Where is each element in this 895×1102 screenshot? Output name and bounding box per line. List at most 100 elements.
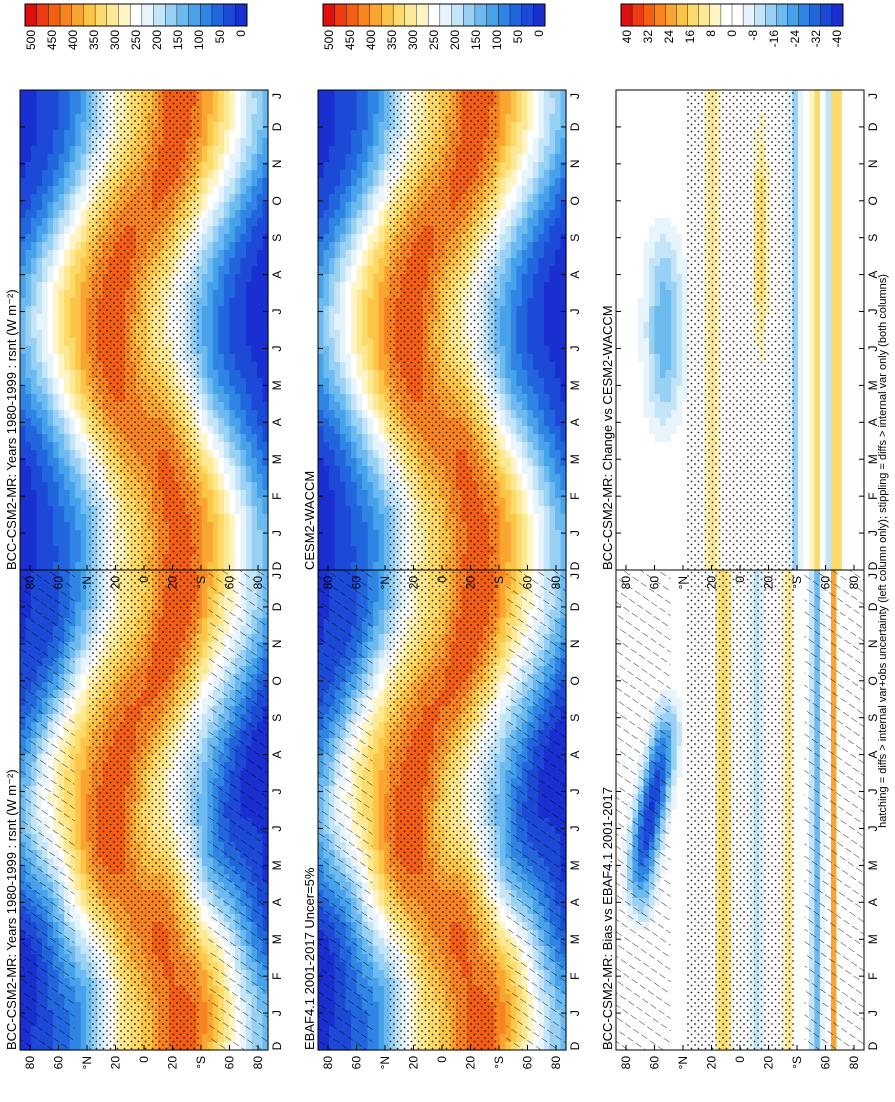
- heatmap-cell: [80, 170, 87, 179]
- heatmap-cell: [69, 322, 76, 331]
- heatmap-cell: [80, 858, 87, 867]
- heatmap-cell: [80, 1010, 87, 1019]
- heatmap-cell: [201, 170, 208, 179]
- heatmap-cell: [201, 666, 208, 675]
- heatmap-cell: [53, 514, 60, 523]
- heatmap-cell: [53, 314, 60, 323]
- heatmap-cell: [86, 578, 93, 587]
- heatmap-cell: [64, 506, 71, 515]
- heatmap-cell: [75, 530, 82, 539]
- heatmap-cell: [207, 546, 214, 555]
- heatmap-cell: [53, 218, 60, 227]
- heatmap-cell: [53, 210, 60, 219]
- heatmap-cell: [218, 122, 225, 131]
- heatmap-cell: [212, 378, 219, 387]
- heatmap-cell: [20, 186, 27, 195]
- heatmap-cell: [201, 906, 208, 915]
- heatmap-cell: [75, 234, 82, 243]
- heatmap-cell: [58, 178, 65, 187]
- heatmap-cell: [207, 130, 214, 139]
- heatmap-cell: [201, 962, 208, 971]
- heatmap-cell: [53, 330, 60, 339]
- heatmap-cell: [212, 218, 219, 227]
- heatmap-cell: [201, 634, 208, 643]
- heatmap-cell: [64, 98, 71, 107]
- heatmap-cell: [201, 322, 208, 331]
- heatmap-cell: [42, 322, 49, 331]
- heatmap-cell: [201, 1002, 208, 1011]
- heatmap-cell: [212, 250, 219, 259]
- heatmap-cell: [86, 986, 93, 995]
- heatmap-cell: [47, 530, 54, 539]
- heatmap-cell: [207, 482, 214, 491]
- heatmap-cell: [207, 394, 214, 403]
- heatmap-cell: [201, 250, 208, 259]
- heatmap-cell: [58, 234, 65, 243]
- heatmap-cell: [201, 698, 208, 707]
- heatmap-cell: [201, 530, 208, 539]
- heatmap-cell: [25, 410, 32, 419]
- heatmap-cell: [75, 490, 82, 499]
- heatmap-cell: [31, 402, 38, 411]
- heatmap-cell: [58, 258, 65, 267]
- heatmap-cell: [64, 362, 71, 371]
- heatmap-cell: [31, 386, 38, 395]
- heatmap-cell: [75, 794, 82, 803]
- heatmap-cell: [75, 1034, 82, 1043]
- heatmap-cell: [31, 554, 38, 563]
- heatmap-cell: [25, 306, 32, 315]
- heatmap-cell: [218, 378, 225, 387]
- heatmap-cell: [212, 370, 219, 379]
- heatmap-cell: [36, 474, 43, 483]
- heatmap-cell: [53, 162, 60, 171]
- heatmap-cell: [218, 226, 225, 235]
- heatmap-cell: [75, 394, 82, 403]
- heatmap-cell: [31, 234, 38, 243]
- heatmap-cell: [75, 106, 82, 115]
- heatmap-cell: [36, 250, 43, 259]
- heatmap-cell: [80, 650, 87, 659]
- heatmap-cell: [25, 314, 32, 323]
- heatmap-cell: [80, 746, 87, 755]
- heatmap-cell: [212, 546, 219, 555]
- heatmap-cell: [86, 642, 93, 651]
- heatmap-cell: [25, 554, 32, 563]
- heatmap-cell: [80, 842, 87, 851]
- heatmap-cell: [80, 770, 87, 779]
- lat-tick-label: 80: [251, 1056, 265, 1070]
- heatmap-cell: [75, 818, 82, 827]
- heatmap-cell: [80, 930, 87, 939]
- heatmap-cell: [42, 98, 49, 107]
- heatmap-cell: [218, 210, 225, 219]
- heatmap-cell: [47, 562, 54, 571]
- heatmap-cell: [201, 770, 208, 779]
- heatmap-cell: [201, 650, 208, 659]
- heatmap-cell: [201, 1026, 208, 1035]
- heatmap-cell: [58, 458, 65, 467]
- heatmap-cell: [75, 738, 82, 747]
- heatmap-cell: [201, 226, 208, 235]
- heatmap-cell: [25, 258, 32, 267]
- heatmap-cell: [31, 538, 38, 547]
- heatmap-cell: [207, 346, 214, 355]
- heatmap-cell: [25, 402, 32, 411]
- heatmap-cell: [75, 418, 82, 427]
- heatmap-cell: [42, 378, 49, 387]
- heatmap-cell: [69, 130, 76, 139]
- heatmap-cell: [47, 442, 54, 451]
- heatmap-cell: [47, 250, 54, 259]
- heatmap-cell: [64, 178, 71, 187]
- heatmap-cell: [53, 418, 60, 427]
- heatmap-cell: [58, 282, 65, 291]
- heatmap-cell: [64, 258, 71, 267]
- heatmap-cell: [201, 162, 208, 171]
- heatmap-cell: [75, 434, 82, 443]
- heatmap-cell: [36, 546, 43, 555]
- heatmap-cell: [86, 874, 93, 883]
- heatmap-cell: [201, 882, 208, 891]
- heatmap-cell: [53, 490, 60, 499]
- heatmap-cell: [36, 354, 43, 363]
- heatmap-cell: [42, 426, 49, 435]
- heatmap-cell: [212, 90, 219, 99]
- heatmap-cell: [75, 450, 82, 459]
